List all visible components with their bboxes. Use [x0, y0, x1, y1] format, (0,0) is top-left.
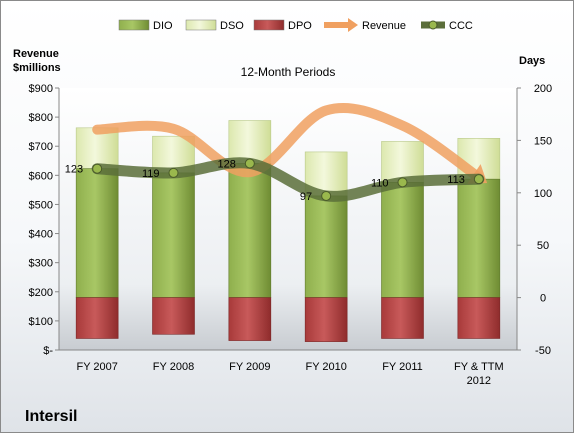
- left-tick-label: $500: [29, 199, 53, 211]
- dpo-bar: [381, 297, 424, 339]
- ccc-marker: [321, 190, 332, 201]
- ccc-line: [91, 157, 485, 202]
- right-tick-label: 200: [534, 83, 552, 95]
- left-axis-label-line2: $millions: [13, 62, 61, 74]
- ccc-data-label: 97: [300, 191, 312, 203]
- right-tick-label: 50: [537, 240, 549, 252]
- left-tick-label: $700: [29, 141, 53, 153]
- dio-bar: [304, 195, 348, 298]
- ccc-data-label: 128: [217, 158, 235, 170]
- legend-label: Revenue: [362, 20, 406, 32]
- right-tick-label: 150: [534, 135, 552, 147]
- left-tick-label: $600: [29, 170, 53, 182]
- company-name: Intersil: [25, 408, 77, 425]
- dio-bar: [152, 172, 195, 298]
- right-axis-label: Days: [519, 55, 545, 67]
- x-tick-label: FY 2007: [76, 361, 117, 373]
- dio-bar: [75, 168, 119, 298]
- x-tick-label: 2012: [467, 375, 491, 387]
- ccc-data-label: 110: [371, 177, 389, 189]
- dpo-bar: [457, 297, 501, 339]
- dio-bar: [457, 178, 501, 298]
- left-tick-label: $400: [29, 229, 53, 241]
- ccc-layer: 123 119 128 97 110 113: [65, 157, 485, 203]
- left-tick-label: $-: [43, 345, 53, 357]
- ccc-marker: [92, 163, 103, 174]
- left-tick-label: $900: [29, 83, 53, 95]
- dso-bar: [381, 141, 424, 183]
- ccc-data-label: 123: [65, 164, 83, 176]
- ccc-data-label: 113: [447, 174, 465, 186]
- right-tick-label: 100: [534, 188, 552, 200]
- x-tick-label: FY 2008: [153, 361, 194, 373]
- left-tick-label: $800: [29, 112, 53, 124]
- dio-bar: [228, 163, 272, 298]
- legend-label: DPO: [288, 20, 312, 32]
- dio-bar: [381, 182, 424, 298]
- legend-label: DSO: [220, 20, 244, 32]
- legend-label: DIO: [153, 20, 173, 32]
- ccc-data-label: 119: [142, 168, 160, 180]
- plot-area: [59, 88, 517, 350]
- x-tick-label: FY 2010: [305, 361, 346, 373]
- legend: DIO DSO DPO Revenue CCC: [118, 18, 473, 32]
- dpo-bar: [228, 297, 272, 341]
- right-tick-label: -50: [535, 345, 551, 357]
- ccc-marker: [397, 177, 408, 188]
- legend-label: CCC: [449, 20, 473, 32]
- left-tick-label: $200: [29, 287, 53, 299]
- dso-bar: [228, 120, 272, 164]
- revenue-line: [92, 102, 484, 183]
- legend-swatch-dpo: [253, 19, 285, 31]
- dso-bar: [75, 127, 119, 169]
- x-tick-label: FY 2009: [229, 361, 270, 373]
- dpo-bar: [152, 297, 195, 335]
- dpo-bar: [75, 297, 119, 339]
- ccc-marker: [473, 174, 484, 185]
- legend-arrowhead: [348, 18, 358, 32]
- legend-marker: [428, 20, 438, 30]
- right-tick-label: 0: [540, 293, 546, 305]
- left-tick-label: $100: [29, 316, 53, 328]
- x-tick-label: FY 2011: [382, 361, 423, 373]
- dpo-bar: [304, 297, 348, 342]
- chart-title: 12-Month Periods: [241, 65, 336, 79]
- left-axis-ticks: $- $100 $200 $300 $400 $500 $600 $700 $800 $900: [29, 83, 59, 357]
- legend-swatch-dso: [185, 19, 217, 31]
- right-axis-ticks: -50 0 50 100 150 200: [517, 83, 552, 357]
- ccc-marker: [168, 167, 179, 178]
- x-axis-labels: FY 2007 FY 2008 FY 2009 FY 2010 FY 2011 FY & …: [76, 361, 503, 387]
- legend-swatch-dio: [118, 19, 150, 31]
- x-tick-label: FY & TTM: [454, 361, 504, 373]
- bars: [75, 120, 501, 342]
- left-axis-label-line1: Revenue: [13, 48, 59, 60]
- ccc-marker: [244, 158, 255, 169]
- left-tick-label: $300: [29, 258, 53, 270]
